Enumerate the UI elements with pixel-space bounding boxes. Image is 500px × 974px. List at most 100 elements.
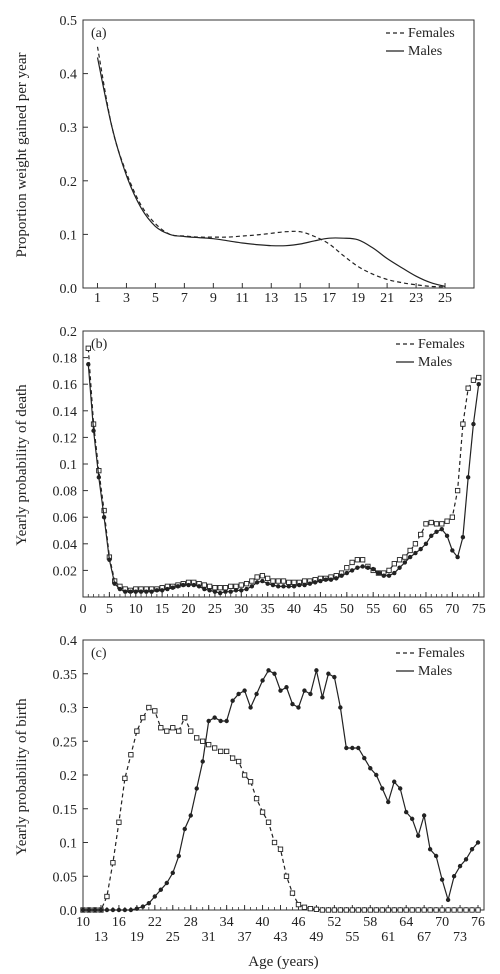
data-point-males [302,688,307,693]
data-point-males [278,688,283,693]
y-tick-label: 0.4 [60,634,78,649]
data-point-males [460,534,466,540]
data-point-males [403,809,409,815]
x-tick-label: 15 [155,602,169,617]
data-point-males [175,584,181,589]
data-point-females [229,755,236,761]
data-point-males [122,907,128,913]
data-point-males [98,907,104,913]
x-tick-label: 35 [261,602,275,617]
data-point-females [354,557,361,563]
data-point-males [260,578,265,584]
data-point-females [445,907,451,913]
x-tick-label: 52 [327,915,341,930]
data-point-males [451,874,457,879]
data-point-males [334,576,339,581]
data-point-males [427,847,433,852]
data-point-females [270,578,276,584]
data-point-females [301,578,308,584]
data-point-females [259,573,266,579]
x-tick-label: 65 [419,602,433,617]
data-point-females [359,557,366,563]
data-point-females [427,907,433,913]
y-tick-label: 0.3 [60,121,78,136]
data-point-females [295,901,302,908]
x-tick-label: 64 [399,915,413,930]
data-point-females [170,725,176,731]
data-point-females [201,582,208,588]
data-point-males [374,772,379,778]
data-point-females [325,907,332,913]
data-point-females [460,421,466,427]
data-point-males [286,584,291,589]
data-point-females [307,906,314,912]
data-point-males [318,578,323,584]
data-point-females [301,904,308,910]
x-tick-label: 34 [220,915,234,930]
legend-label-males: Males [408,44,442,59]
data-point-males [191,582,197,588]
data-point-females [409,907,415,913]
data-point-males [230,698,235,703]
data-point-males [270,582,276,588]
data-point-females [182,714,188,721]
data-point-females [254,574,260,580]
x-tick-label: 76 [471,915,485,930]
data-point-males [433,853,439,859]
x-tick-label: 45 [313,602,327,617]
data-point-females [218,748,224,755]
data-point-females [313,906,320,912]
data-point-females [116,819,122,825]
data-point-females [337,907,344,913]
y-tick-label: 0.15 [53,803,78,818]
data-point-males [465,475,471,480]
data-point-females [200,738,206,744]
data-point-males [228,589,233,594]
y-tick-label: 0.1 [60,228,78,243]
plot-frame [82,639,485,911]
x-tick-label: 3 [123,291,130,306]
data-point-males [182,826,187,832]
data-point-males [457,863,463,869]
x-tick-label: 5 [152,291,159,306]
data-point-males [360,564,365,569]
data-point-females [286,579,292,586]
data-point-females [206,583,213,590]
data-point-males [149,589,154,594]
x-tick-label: 61 [381,930,395,945]
data-point-males [134,906,140,911]
y-tick-label: 0.2 [60,769,78,784]
data-point-males [154,588,160,593]
data-point-males [418,546,423,552]
legend-label-males: Males [418,355,452,370]
data-point-females [206,741,212,748]
y-tick-label: 0.1 [60,837,78,852]
data-point-females [243,581,250,587]
data-point-males [423,541,429,546]
legend-label-females: Females [418,337,465,352]
y-axis-label: Proportion weight gained per year [14,53,30,258]
data-point-males [276,584,281,589]
data-point-males [397,565,402,570]
data-point-females [104,893,110,900]
data-point-males [265,581,270,586]
data-point-females [271,839,278,846]
data-point-females [222,585,229,591]
data-point-males [314,668,319,673]
y-tick-label: 0.06 [53,511,78,526]
data-point-males [188,813,193,818]
data-point-females [418,531,424,538]
legend-label-females: Females [418,646,465,661]
data-point-males [196,584,202,589]
data-point-males [307,581,313,586]
data-point-males [248,705,253,710]
data-point-males [170,585,175,590]
x-tick-label: 19 [130,930,144,945]
x-tick-label: 9 [210,291,217,306]
data-point-males [144,589,149,594]
data-point-females [233,583,239,590]
data-point-females [343,907,349,913]
data-point-females [158,725,164,731]
data-point-males [455,554,460,560]
data-point-males [207,588,212,593]
